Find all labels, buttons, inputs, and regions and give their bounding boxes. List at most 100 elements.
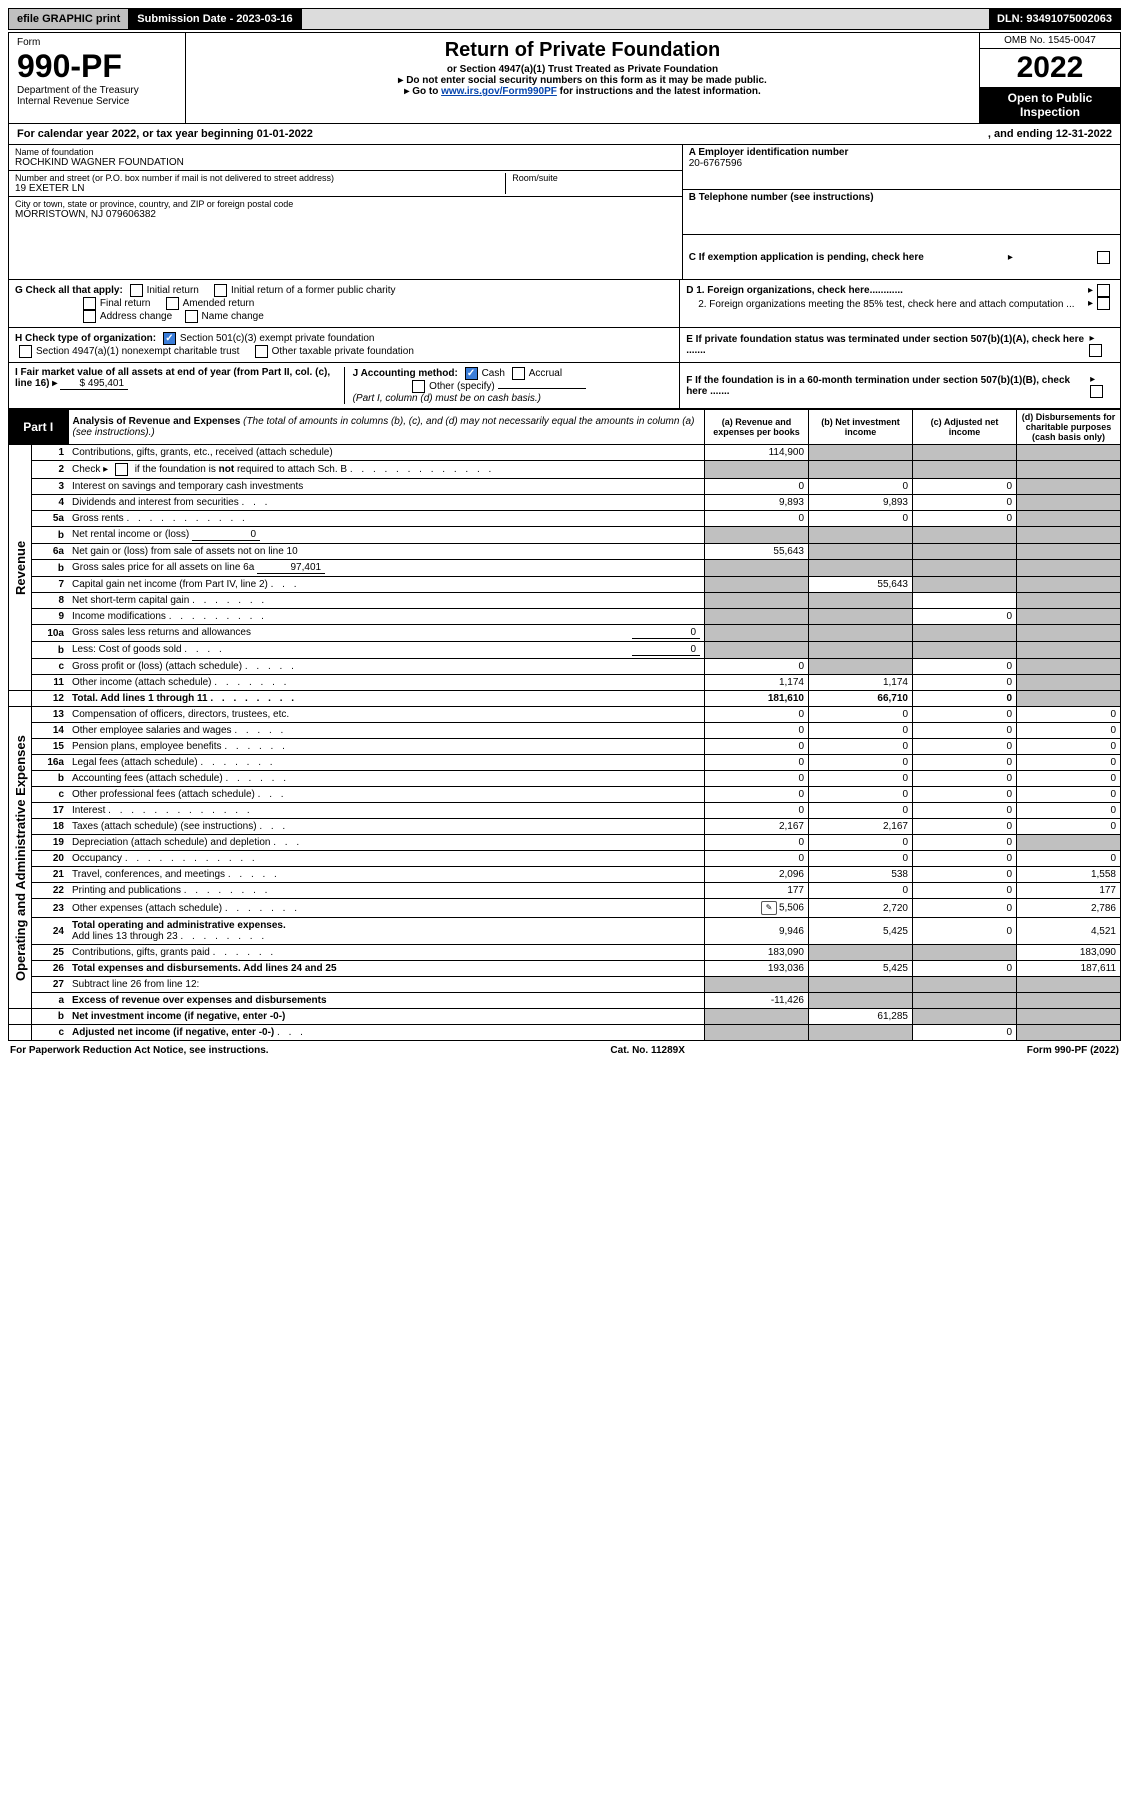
row-17: 17Interest . . . . . . . . . . . . .0000 xyxy=(9,803,1121,819)
form-note-link-line: Go to www.irs.gov/Form990PF for instruct… xyxy=(194,86,971,97)
goto-suffix: for instructions and the latest informat… xyxy=(557,86,761,97)
address-change-checkbox[interactable] xyxy=(83,310,96,323)
goto-prefix: Go to xyxy=(404,86,441,97)
form-header: Form 990-PF Department of the Treasury I… xyxy=(8,32,1121,124)
year-block: OMB No. 1545-0047 2022 Open to Public In… xyxy=(980,33,1120,123)
foreign-85-checkbox[interactable] xyxy=(1097,297,1110,310)
cal-year-end: , and ending 12-31-2022 xyxy=(988,128,1112,140)
form-title-block: Return of Private Foundation or Section … xyxy=(186,33,980,123)
row-27a: aExcess of revenue over expenses and dis… xyxy=(9,993,1121,1009)
row-2: 2 Check ▸ if the foundation is not requi… xyxy=(9,461,1121,479)
row-10b: bLess: Cost of goods sold . . . . 0 xyxy=(9,642,1121,659)
row-16b: bAccounting fees (attach schedule) . . .… xyxy=(9,771,1121,787)
row-20: 20Occupancy . . . . . . . . . . . .0000 xyxy=(9,851,1121,867)
other-method-checkbox[interactable] xyxy=(412,380,425,393)
row-13: Operating and Administrative Expenses 13… xyxy=(9,707,1121,723)
part1-label: Part I xyxy=(9,410,69,445)
row-27b: bNet investment income (if negative, ent… xyxy=(9,1009,1121,1025)
initial-former-checkbox[interactable] xyxy=(214,284,227,297)
row-27: 27Subtract line 26 from line 12: xyxy=(9,977,1121,993)
row-5a: 5aGross rents . . . . . . . . . . . 000 xyxy=(9,511,1121,527)
row-22: 22Printing and publications . . . . . . … xyxy=(9,883,1121,899)
cash-method-checkbox[interactable] xyxy=(465,367,478,380)
ij-f-row: I Fair market value of all assets at end… xyxy=(8,363,1121,409)
row-3: 3Interest on savings and temporary cash … xyxy=(9,479,1121,495)
form-id-block: Form 990-PF Department of the Treasury I… xyxy=(9,33,186,123)
row-23: 23Other expenses (attach schedule) . . .… xyxy=(9,899,1121,918)
row-6a: 6aNet gain or (loss) from sale of assets… xyxy=(9,544,1121,560)
row-16 16a: 16aLegal fees (attach schedule) . . . . … xyxy=(9,755,1121,771)
irs-label: Internal Revenue Service xyxy=(17,96,177,107)
h-e-row: H Check type of organization: Section 50… xyxy=(8,328,1121,363)
form-number: 990-PF xyxy=(17,48,177,85)
row-9: 9Income modifications . . . . . . . . . … xyxy=(9,609,1121,625)
final-return-checkbox[interactable] xyxy=(83,297,96,310)
d-section: D 1. Foreign organizations, check here..… xyxy=(680,280,1120,327)
ij-section: I Fair market value of all assets at end… xyxy=(9,363,680,408)
sch-b-checkbox[interactable] xyxy=(115,463,128,476)
row-14: 14Other employee salaries and wages . . … xyxy=(9,723,1121,739)
row-19: 19Depreciation (attach schedule) and dep… xyxy=(9,835,1121,851)
attachment-icon[interactable]: ✎ xyxy=(761,901,777,915)
col-d-header: (d) Disbursements for charitable purpose… xyxy=(1017,410,1121,445)
e-terminated-checkbox[interactable] xyxy=(1089,344,1102,357)
dln-number: DLN: 93491075002063 xyxy=(989,9,1120,29)
entity-info: Name of foundation ROCHKIND WAGNER FOUND… xyxy=(8,145,1121,280)
exemption-pending-cell: C If exemption application is pending, c… xyxy=(683,235,1120,279)
paperwork-notice: For Paperwork Reduction Act Notice, see … xyxy=(10,1045,269,1056)
form-word: Form xyxy=(17,37,177,48)
row-21: 21Travel, conferences, and meetings . . … xyxy=(9,867,1121,883)
cat-number: Cat. No. 11289X xyxy=(610,1045,684,1056)
row-25: 25Contributions, gifts, grants paid . . … xyxy=(9,945,1121,961)
initial-return-checkbox[interactable] xyxy=(130,284,143,297)
omb-number: OMB No. 1545-0047 xyxy=(980,33,1120,49)
part1-table: Part I Analysis of Revenue and Expenses … xyxy=(8,409,1121,1041)
4947-checkbox[interactable] xyxy=(19,345,32,358)
other-taxable-checkbox[interactable] xyxy=(255,345,268,358)
row-18: 18Taxes (attach schedule) (see instructi… xyxy=(9,819,1121,835)
amended-return-checkbox[interactable] xyxy=(166,297,179,310)
row-1: Revenue 1 Contributions, gifts, grants, … xyxy=(9,445,1121,461)
row-27c: cAdjusted net income (if negative, enter… xyxy=(9,1025,1121,1041)
form-note-ssn: Do not enter social security numbers on … xyxy=(194,75,971,86)
foreign-org-checkbox[interactable] xyxy=(1097,284,1110,297)
top-bar: efile GRAPHIC print Submission Date - 20… xyxy=(8,8,1121,30)
col-b-header: (b) Net investment income xyxy=(809,410,913,445)
dept-treasury: Department of the Treasury xyxy=(17,85,177,96)
row-15: 15Pension plans, employee benefits . . .… xyxy=(9,739,1121,755)
row-11: 11Other income (attach schedule) . . . .… xyxy=(9,675,1121,691)
pending-checkbox[interactable] xyxy=(1097,251,1110,264)
h-section: H Check type of organization: Section 50… xyxy=(9,328,680,362)
part1-title-cell: Analysis of Revenue and Expenses (The to… xyxy=(68,410,705,445)
row-24: 24Total operating and administrative exp… xyxy=(9,918,1121,945)
tax-year: 2022 xyxy=(980,49,1120,87)
f-termination-checkbox[interactable] xyxy=(1090,385,1103,398)
row-16c: cOther professional fees (attach schedul… xyxy=(9,787,1121,803)
col-c-header: (c) Adjusted net income xyxy=(913,410,1017,445)
efile-label[interactable]: efile GRAPHIC print xyxy=(9,9,129,29)
f-section: F If the foundation is in a 60-month ter… xyxy=(680,363,1120,408)
form-name-footer: Form 990-PF (2022) xyxy=(1027,1045,1119,1056)
fmv-value: $ 495,401 xyxy=(60,378,128,390)
accrual-method-checkbox[interactable] xyxy=(512,367,525,380)
city-cell: City or town, state or province, country… xyxy=(9,197,682,222)
row-4: 4Dividends and interest from securities … xyxy=(9,495,1121,511)
page-footer: For Paperwork Reduction Act Notice, see … xyxy=(8,1041,1121,1060)
calendar-year-row: For calendar year 2022, or tax year begi… xyxy=(8,124,1121,145)
irs-link[interactable]: www.irs.gov/Form990PF xyxy=(441,86,557,97)
g-d-row: G Check all that apply: Initial return I… xyxy=(8,280,1121,328)
row-12: 12Total. Add lines 1 through 11 . . . . … xyxy=(9,691,1121,707)
row-7: 7Capital gain net income (from Part IV, … xyxy=(9,577,1121,593)
row-10c: cGross profit or (loss) (attach schedule… xyxy=(9,659,1121,675)
form-title: Return of Private Foundation xyxy=(194,39,971,62)
submission-date: Submission Date - 2023-03-16 xyxy=(129,9,301,29)
row-10a: 10aGross sales less returns and allowanc… xyxy=(9,625,1121,642)
ein-cell: A Employer identification number 20-6767… xyxy=(683,145,1120,190)
open-public-badge: Open to Public Inspection xyxy=(980,87,1120,123)
expenses-side-label: Operating and Administrative Expenses xyxy=(9,707,32,1009)
name-change-checkbox[interactable] xyxy=(185,310,198,323)
501c3-checkbox[interactable] xyxy=(163,332,176,345)
address-cell: Number and street (or P.O. box number if… xyxy=(9,171,682,197)
form-subtitle: or Section 4947(a)(1) Trust Treated as P… xyxy=(194,64,971,75)
row-5b: bNet rental income or (loss) 0 xyxy=(9,527,1121,544)
